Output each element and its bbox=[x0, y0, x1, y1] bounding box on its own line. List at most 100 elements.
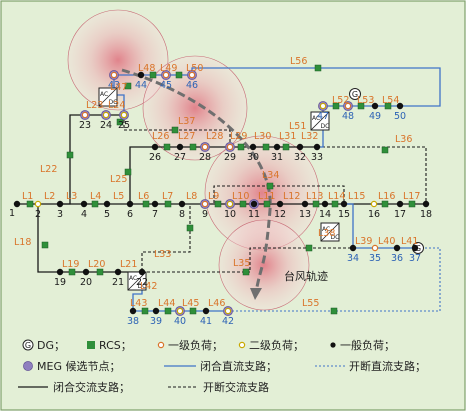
rcs-switch-21 bbox=[282, 143, 290, 151]
bus-node-22 bbox=[138, 268, 146, 276]
rcs-switch-30 bbox=[189, 307, 197, 315]
rcs-switch-22 bbox=[186, 224, 194, 232]
branch-label: L7 bbox=[162, 191, 173, 202]
bus-label: 46 bbox=[186, 80, 198, 91]
rcs-switch-5 bbox=[214, 200, 222, 208]
bus-node-39 bbox=[152, 307, 160, 315]
branch-label: L42 bbox=[140, 281, 157, 292]
branch-label: L50 bbox=[186, 63, 203, 74]
bus-node-8 bbox=[178, 200, 186, 208]
bus-label: 4 bbox=[81, 209, 87, 220]
legend-ac-closed-label: 闭合交流支路； bbox=[53, 380, 130, 394]
converter-dc-label: DC bbox=[321, 123, 330, 130]
branch-label: L48 bbox=[138, 63, 155, 74]
branch-L22 bbox=[60, 114, 85, 205]
bus-label: 33 bbox=[311, 152, 323, 163]
bus-node-18 bbox=[422, 200, 430, 208]
rcs-switch-38 bbox=[314, 64, 322, 72]
rcs-switch-33 bbox=[149, 71, 157, 79]
rcs-switch-11 bbox=[408, 200, 416, 208]
branch-L47 bbox=[113, 75, 125, 115]
legend-load2-label: 二级负荷； bbox=[249, 338, 304, 352]
bus-node-6 bbox=[126, 200, 134, 208]
branch-L35 bbox=[142, 247, 353, 273]
bus-label: 32 bbox=[294, 152, 306, 163]
typhoon-impact-zones bbox=[67, 9, 320, 311]
branch-label: L22 bbox=[40, 164, 57, 175]
rcs-switch-32 bbox=[124, 82, 132, 90]
bus-label: 22 bbox=[136, 277, 148, 288]
bus-label: 13 bbox=[299, 209, 311, 220]
bus-node-19 bbox=[56, 268, 64, 276]
rcs-switch-35 bbox=[332, 102, 340, 110]
bus-label: 12 bbox=[274, 209, 286, 220]
bus-node-27 bbox=[176, 143, 184, 151]
branch-label: L37 bbox=[178, 116, 195, 127]
bus-node-5 bbox=[103, 200, 111, 208]
branch-label: L49 bbox=[160, 63, 177, 74]
bus-node-21 bbox=[114, 268, 122, 276]
legend-meg-icon bbox=[23, 361, 33, 371]
bus-label: 23 bbox=[79, 120, 91, 131]
bus-label: 17 bbox=[394, 209, 406, 220]
branch-labels: L1 L2 L3 L4 L5 L6 L7 L8 L9 L10 L11 L12 L13 L14 L15 L16 L… bbox=[14, 56, 420, 309]
bus-node-32 bbox=[296, 143, 304, 151]
rcs-switch-2 bbox=[91, 200, 99, 208]
bus-label: 3 bbox=[57, 209, 63, 220]
bus-label: 48 bbox=[342, 111, 354, 122]
bus-node-9 bbox=[201, 200, 209, 208]
branch-label: L43 bbox=[130, 298, 147, 309]
bus-node-46 bbox=[188, 71, 196, 79]
bus-node-12 bbox=[276, 200, 284, 208]
branch-label: L9 bbox=[208, 191, 219, 202]
rcs-switch-16 bbox=[124, 168, 132, 176]
rcs-switch-1 bbox=[26, 200, 34, 208]
bus-node-17 bbox=[396, 200, 404, 208]
branch-label: L13 bbox=[306, 191, 323, 202]
converter-dc-label: DC bbox=[109, 99, 118, 106]
bus-node-40 bbox=[176, 307, 184, 315]
bus-node-33 bbox=[313, 143, 321, 151]
legend-load2-icon bbox=[238, 341, 246, 349]
branch-L18 bbox=[37, 204, 60, 273]
bus-label: 30 bbox=[247, 152, 259, 163]
branch-label: L6 bbox=[138, 191, 149, 202]
typhoon-track bbox=[121, 68, 272, 293]
rcs-switch-4 bbox=[164, 200, 172, 208]
bus-node-36 bbox=[393, 244, 401, 252]
bus-node-11 bbox=[250, 200, 258, 208]
legend-load1-icon bbox=[157, 341, 165, 349]
bus-node-43 bbox=[110, 71, 118, 79]
rcs-switch-31 bbox=[330, 307, 338, 315]
legend-rcs-label: RCS； bbox=[99, 339, 132, 352]
bus-label: 36 bbox=[391, 253, 403, 264]
bus-label: 31 bbox=[271, 152, 283, 163]
dg-generator-icon: G bbox=[349, 88, 361, 100]
bus-node-3 bbox=[56, 200, 64, 208]
branch-label: L34 bbox=[262, 170, 279, 181]
rcs-switch-8 bbox=[312, 200, 320, 208]
rcs-switch-20 bbox=[262, 143, 270, 151]
bus-label: 37 bbox=[409, 253, 421, 264]
legend-dg-label: DG； bbox=[37, 339, 65, 352]
legend-ac-open-label: 开断交流支路 bbox=[203, 380, 269, 394]
bus-label: 47 bbox=[317, 111, 329, 122]
rcs-switch-37 bbox=[384, 102, 392, 110]
rcs-switch-10 bbox=[381, 200, 389, 208]
bus-nodes bbox=[13, 70, 430, 316]
bus-label: 8 bbox=[179, 209, 185, 220]
branch-label: L29 bbox=[230, 131, 247, 142]
bus-node-41 bbox=[202, 307, 210, 315]
bus-node-28 bbox=[201, 143, 209, 151]
branch-label: L4 bbox=[90, 191, 101, 202]
branch-label: L28 bbox=[206, 131, 223, 142]
branch-label: L45 bbox=[182, 298, 199, 309]
bus-label: 44 bbox=[135, 80, 147, 91]
bus-node-7 bbox=[151, 200, 159, 208]
bus-label: 50 bbox=[394, 111, 406, 122]
bus-label: 49 bbox=[369, 111, 381, 122]
